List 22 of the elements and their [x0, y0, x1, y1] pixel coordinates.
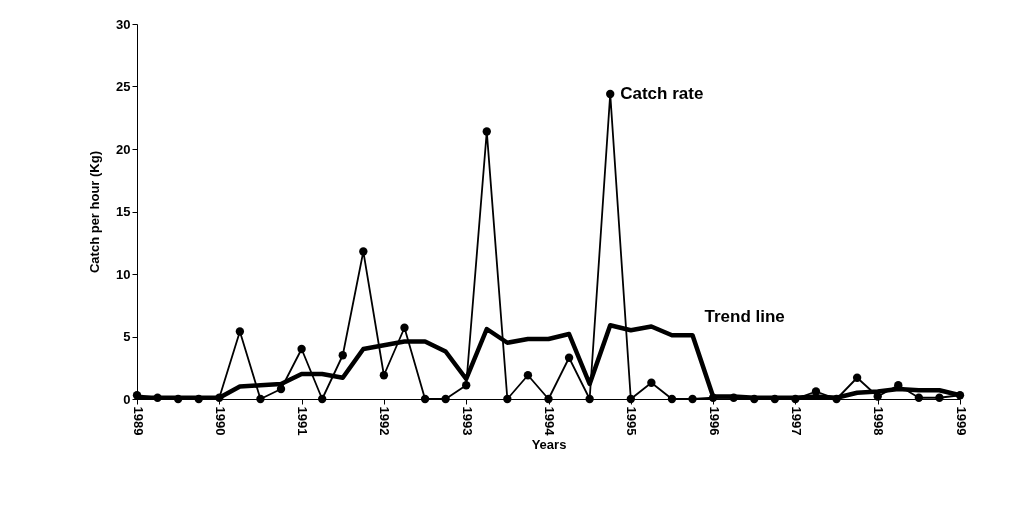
x-tick-label: 1990: [212, 406, 228, 436]
y-tick-label: 20: [116, 141, 131, 157]
x-tick-label: 1992: [377, 406, 393, 436]
y-axis-title: Catch per hour (Kg): [87, 150, 103, 274]
x-tick-label: 1997: [788, 406, 804, 436]
y-tick-label: 30: [116, 16, 131, 32]
x-tick-label: 1996: [706, 406, 722, 436]
x-axis-title: Years: [531, 437, 567, 453]
y-tick-label: 25: [116, 79, 131, 94]
series-label: Catch rate: [620, 84, 704, 103]
y-tick-label: 10: [116, 266, 131, 282]
y-tick-label: 0: [123, 391, 131, 407]
y-tick-label: 5: [123, 329, 131, 344]
x-tick-label: 1989: [130, 406, 146, 436]
series-label: Trend line: [704, 307, 785, 327]
x-tick-label: 1995: [624, 406, 640, 436]
x-tick-label: 1994: [542, 406, 557, 437]
x-tick-label: 1993: [459, 406, 475, 436]
y-tick-label: 15: [116, 204, 131, 219]
x-tick-label: 1998: [871, 406, 887, 436]
x-tick-label: 1999: [953, 406, 969, 436]
x-tick-label: 1991: [295, 406, 311, 436]
